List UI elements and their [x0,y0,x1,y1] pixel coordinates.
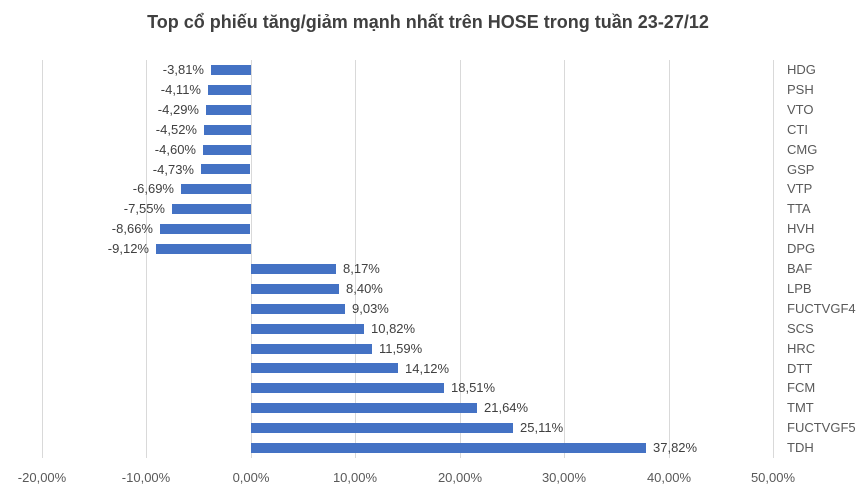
bar-fuctvgf5 [251,423,513,433]
category-label: FUCTVGF4 [787,301,856,316]
category-label: TDH [787,440,814,455]
category-label: GSP [787,162,815,177]
category-label: FCM [787,380,816,395]
value-label: -4,29% [157,102,199,117]
category-label: HVH [787,221,815,236]
value-label: 14,12% [405,361,450,376]
value-label: 25,11% [520,420,564,435]
category-label: TMT [787,400,814,415]
gridline [146,60,147,458]
value-label: -4,60% [154,142,196,157]
value-label: 11,59% [379,341,423,356]
x-tick-label: -10,00% [121,470,171,485]
category-label: CMG [787,142,818,157]
bar-tdh [251,443,646,453]
category-label: VTP [787,181,813,196]
gridline [251,60,252,458]
bar-tta [172,204,251,214]
category-label: LPB [787,281,812,296]
gridline [564,60,565,458]
value-label: -6,69% [132,181,174,196]
value-label: -3,81% [162,62,204,77]
gridline [460,60,461,458]
gridline [773,60,774,458]
bar-lpb [251,284,339,294]
category-label: SCS [787,321,814,336]
bar-dpg [156,244,251,254]
gridline [355,60,356,458]
bar-gsp [201,164,250,174]
bar-scs [251,324,364,334]
value-label: -7,55% [123,201,165,216]
category-label: PSH [787,82,814,97]
category-label: TTA [787,201,811,216]
category-label: CTI [787,122,808,137]
value-label: 37,82% [653,440,698,455]
bar-psh [208,85,251,95]
bar-cti [204,125,251,135]
value-label: -4,11% [160,82,201,97]
value-label: 18,51% [451,380,496,395]
gridline [42,60,43,458]
value-label: 21,64% [484,400,529,415]
bar-dtt [251,363,398,373]
category-label: DTT [787,361,813,376]
bar-tmt [251,403,477,413]
x-tick-label: 10,00% [332,470,378,485]
bar-hdg [211,65,251,75]
category-label: HRC [787,341,816,356]
x-tick-label: -20,00% [17,470,67,485]
bar-fuctvgf4 [251,304,345,314]
value-label: 9,03% [352,301,389,316]
chart-title: Top cổ phiếu tăng/giảm mạnh nhất trên HO… [147,12,709,32]
value-label: 10,82% [371,321,416,336]
bar-hrc [251,344,372,354]
value-label: -8,66% [111,221,153,236]
category-label: DPG [787,241,816,256]
category-label: FUCTVGF5 [787,420,856,435]
value-label: -4,73% [152,162,194,177]
value-label: -9,12% [107,241,149,256]
bar-vto [206,105,251,115]
x-tick-label: 30,00% [541,470,587,485]
x-tick-label: 40,00% [646,470,692,485]
x-tick-label: 20,00% [437,470,483,485]
value-label: -4,52% [155,122,197,137]
bar-cmg [203,145,251,155]
value-label: 8,40% [346,281,383,296]
bar-vtp [181,184,251,194]
x-tick-label: 50,00% [750,470,796,485]
x-tick-label: 0,00% [232,470,270,485]
value-label: 8,17% [343,261,380,276]
bar-fcm [251,383,444,393]
category-label: VTO [787,102,814,117]
category-label: BAF [787,261,813,276]
bar-hvh [160,224,250,234]
category-label: HDG [787,62,816,77]
bar-baf [251,264,336,274]
gridline [669,60,670,458]
